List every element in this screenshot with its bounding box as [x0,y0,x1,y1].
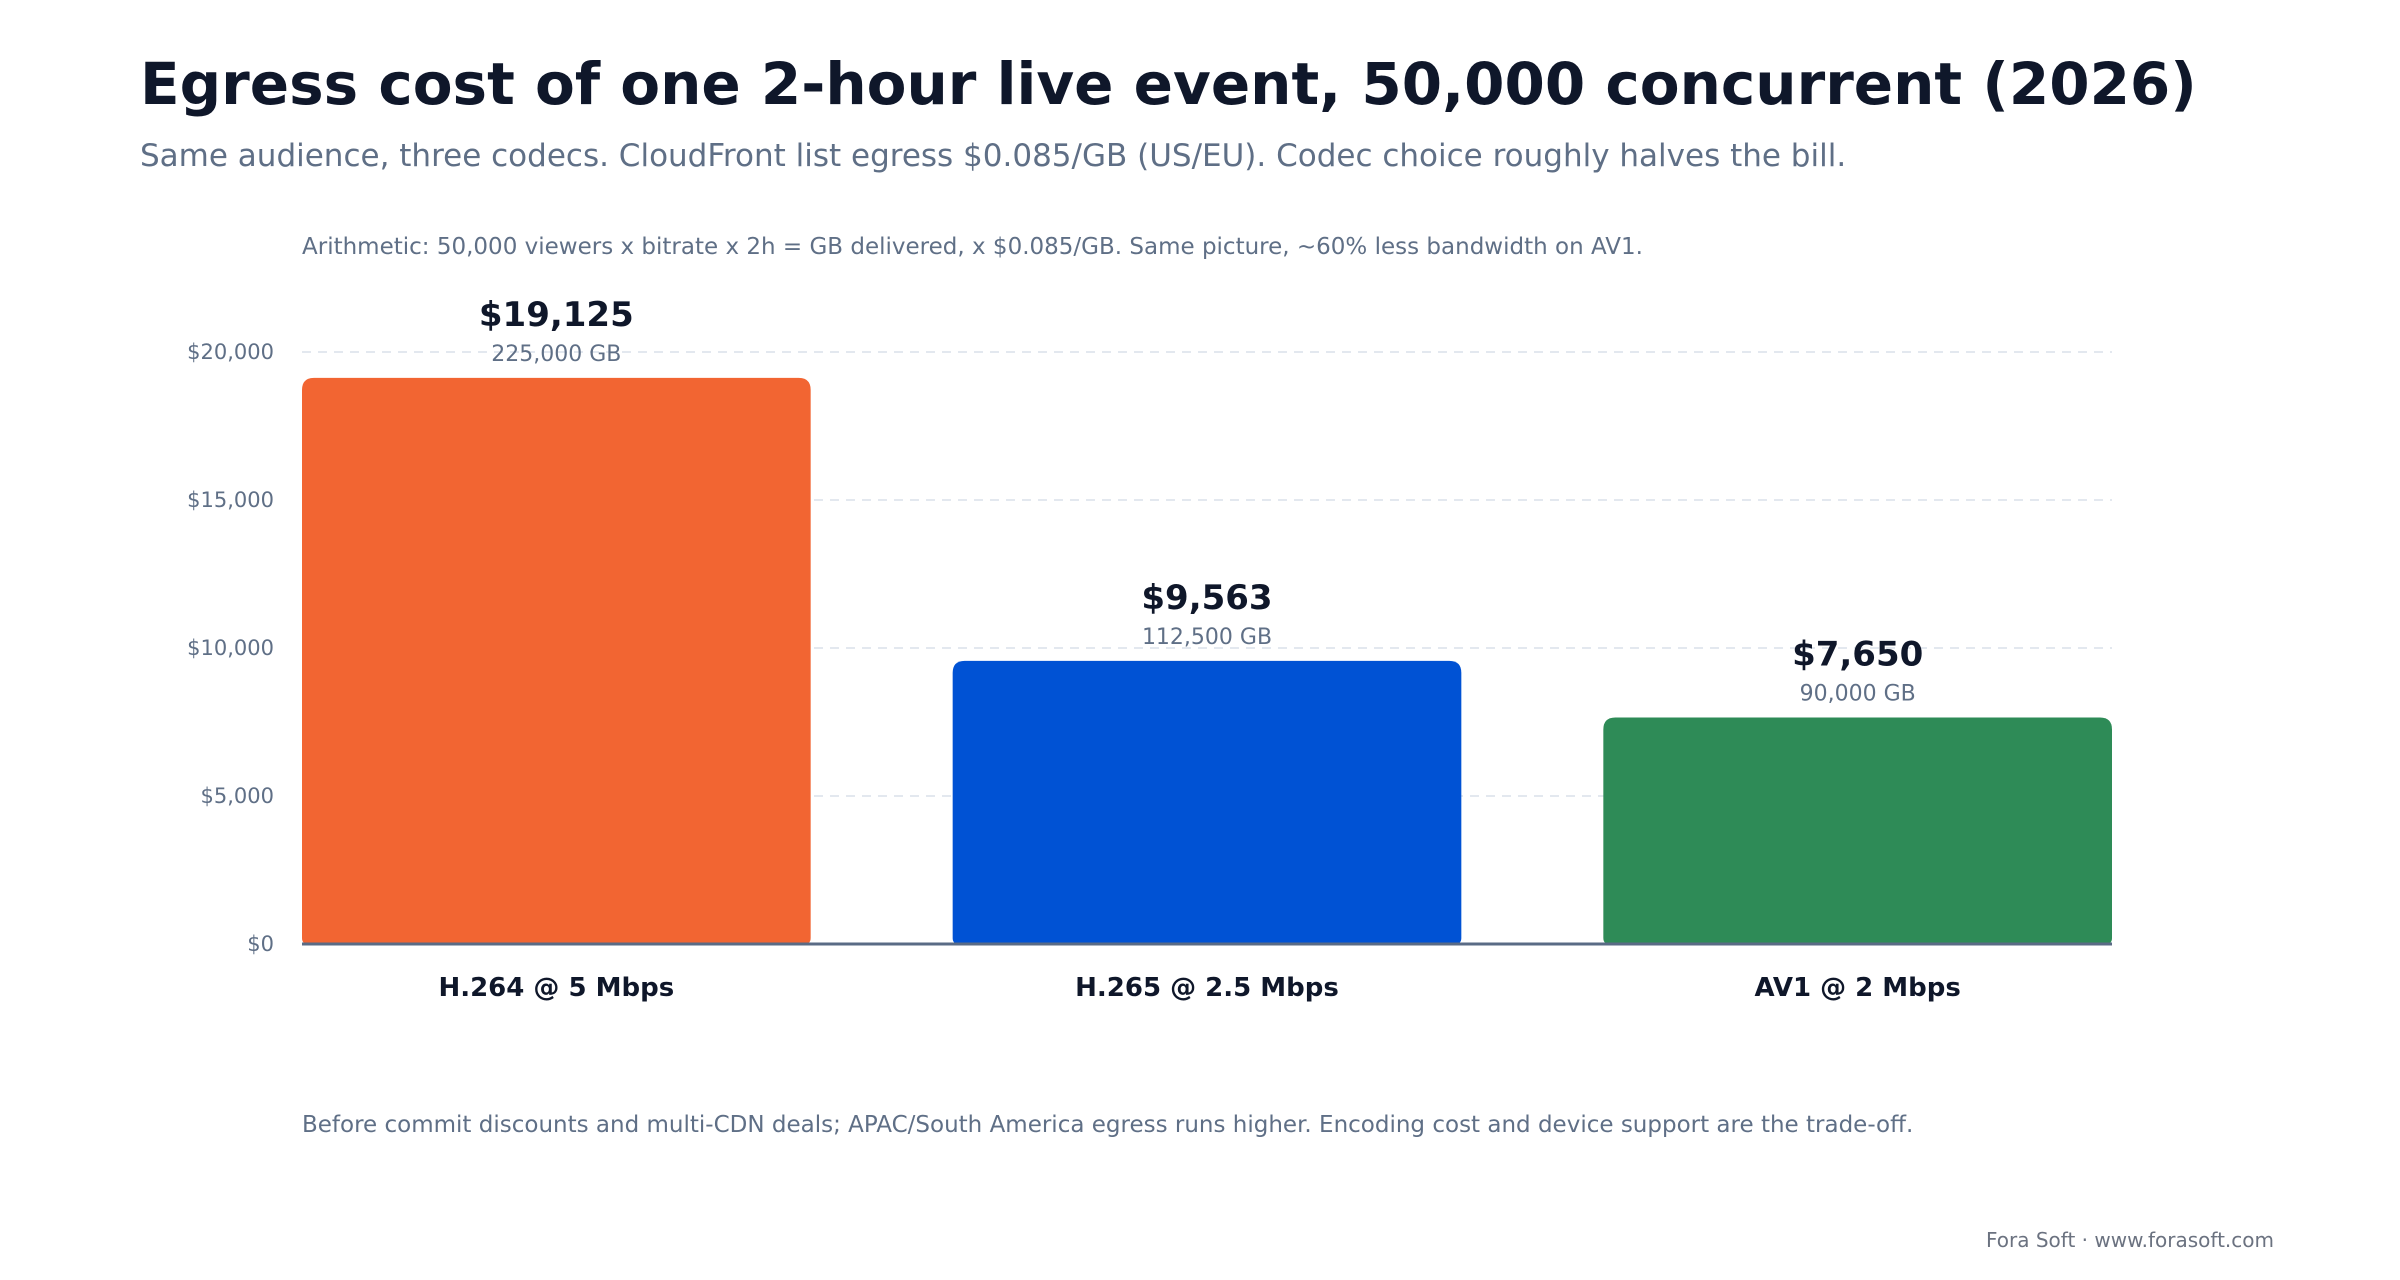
bar-2 [952,660,1462,944]
bar-1 [302,377,811,944]
page-subtitle: Same audience, three codecs. CloudFront … [140,138,1847,174]
chart-note: Arithmetic: 50,000 viewers x bitrate x 2… [302,234,1643,260]
x-category-label: H.264 @ 5 Mbps [438,973,674,1003]
page-title: Egress cost of one 2-hour live event, 50… [140,50,2197,118]
y-tick-label: $10,000 [187,636,274,660]
bar-gb-label: 90,000 GB [1800,682,1916,707]
bar-3 [1603,717,2112,944]
y-tick-label: $5,000 [201,784,274,808]
x-category-label: H.265 @ 2.5 Mbps [1075,973,1339,1003]
bar-value-label: $7,650 [1792,635,1923,675]
y-tick-label: $0 [247,932,274,956]
bar-gb-label: 112,500 GB [1142,625,1272,650]
y-tick-label: $15,000 [187,488,274,512]
x-category-label: AV1 @ 2 Mbps [1754,973,1960,1003]
y-tick-label: $20,000 [187,340,274,364]
footnote: Before commit discounts and multi-CDN de… [302,1112,1914,1138]
bar-gb-label: 225,000 GB [491,342,621,367]
bar-value-label: $9,563 [1141,578,1272,618]
credit-text: Fora Soft · www.forasoft.com [1985,1228,2274,1252]
bar-value-label: $19,125 [479,295,634,335]
